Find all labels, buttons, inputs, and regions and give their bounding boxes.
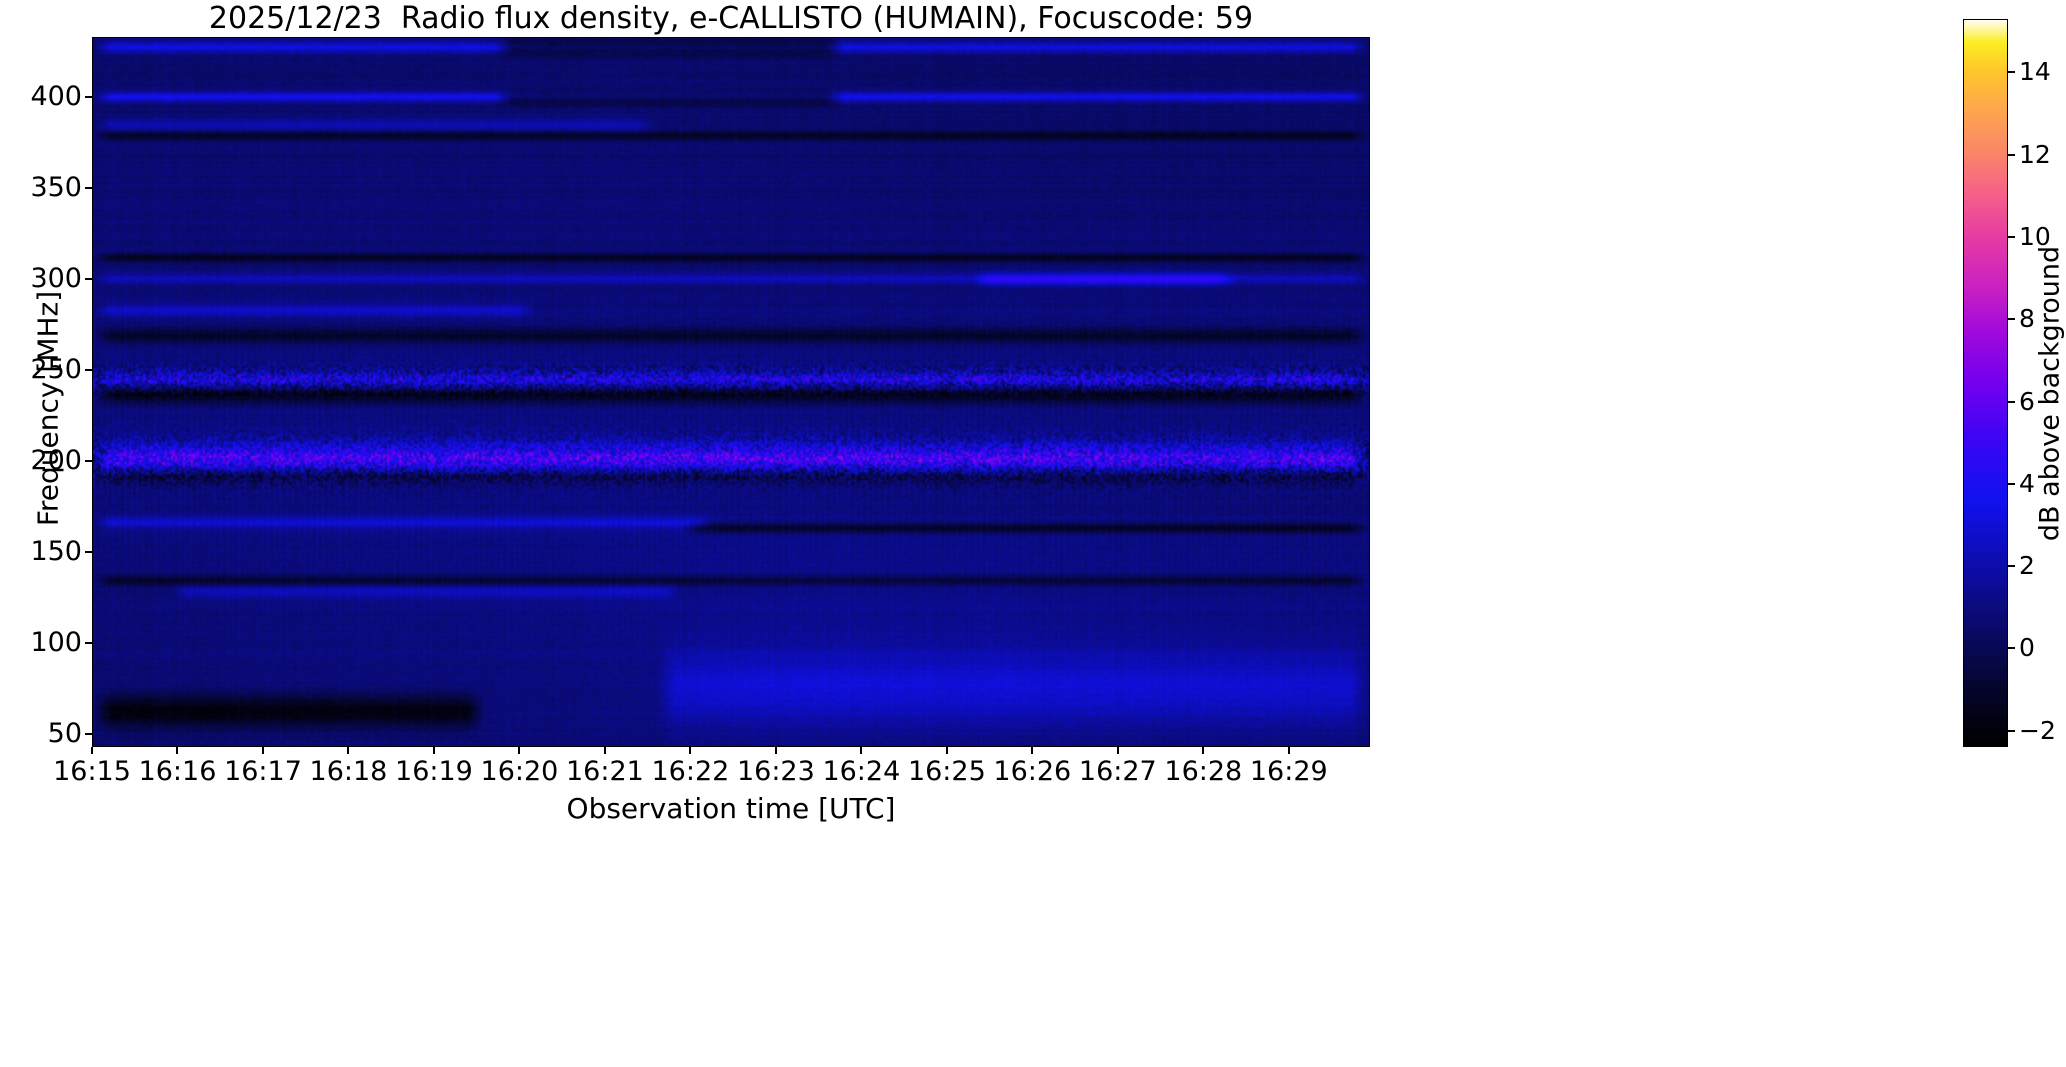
y-tick-mark <box>85 733 92 736</box>
x-tick-label: 16:16 <box>138 756 217 787</box>
colorbar-tick-mark <box>2008 318 2015 321</box>
y-tick-mark <box>85 187 92 190</box>
colorbar-tick-label: 4 <box>2019 468 2035 498</box>
x-tick-mark <box>432 747 435 754</box>
colorbar-tick-mark <box>2008 400 2015 403</box>
x-tick-label: 16:18 <box>309 756 388 787</box>
colorbar-tick-label: 6 <box>2019 386 2035 416</box>
y-tick-label: 200 <box>30 445 82 477</box>
colorbar-gradient <box>1964 20 2007 746</box>
colorbar-tick-mark <box>2008 235 2015 238</box>
x-tick-mark <box>774 747 777 754</box>
colorbar <box>1963 19 2008 747</box>
x-tick-mark <box>1287 747 1290 754</box>
y-tick-label: 150 <box>30 536 82 568</box>
x-tick-label: 16:25 <box>907 756 986 787</box>
page-title: 2025/12/23 Radio flux density, e-CALLIST… <box>208 1 1254 36</box>
x-tick-label: 16:24 <box>822 756 901 787</box>
x-tick-mark <box>176 747 179 754</box>
x-tick-label: 16:20 <box>480 756 559 787</box>
colorbar-tick-mark <box>2008 565 2015 568</box>
y-tick-label: 400 <box>30 81 82 113</box>
y-tick-label: 350 <box>30 172 82 204</box>
colorbar-tick-mark <box>2008 71 2015 74</box>
y-axis-label-wrap: Frequency [MHz] <box>8 0 65 780</box>
x-tick-label: 16:28 <box>1164 756 1243 787</box>
spectrogram-axes <box>92 37 1370 747</box>
colorbar-tick-mark <box>2008 729 2015 732</box>
x-tick-mark <box>1031 747 1034 754</box>
x-tick-mark <box>347 747 350 754</box>
x-tick-mark <box>91 747 93 754</box>
x-tick-label: 16:29 <box>1249 756 1328 787</box>
x-tick-mark <box>518 747 521 754</box>
y-tick-mark <box>85 460 92 463</box>
x-axis-label: Observation time [UTC] <box>566 792 896 825</box>
x-tick-label: 16:23 <box>736 756 815 787</box>
colorbar-tick-label: 12 <box>2019 139 2051 169</box>
x-tick-mark <box>689 747 692 754</box>
colorbar-tick-mark <box>2008 647 2015 650</box>
colorbar-tick-mark <box>2008 153 2015 156</box>
colorbar-tick-label: 0 <box>2019 633 2035 663</box>
y-tick-mark <box>85 278 92 281</box>
colorbar-label: dB above background <box>2034 245 2066 542</box>
y-tick-mark <box>85 551 92 554</box>
colorbar-tick-label: −2 <box>2019 715 2056 745</box>
x-tick-label: 16:19 <box>395 756 473 787</box>
x-tick-mark <box>860 747 863 754</box>
x-tick-mark <box>1202 747 1205 754</box>
colorbar-tick-label: 8 <box>2019 304 2035 334</box>
y-axis-label: Frequency [MHz] <box>31 290 65 527</box>
colorbar-tick-mark <box>2008 482 2015 485</box>
y-tick-mark <box>85 369 92 372</box>
x-tick-mark <box>261 747 264 754</box>
y-tick-label: 300 <box>30 263 82 295</box>
y-tick-label: 50 <box>47 718 82 750</box>
x-tick-label: 16:27 <box>1078 756 1157 787</box>
y-tick-label: 250 <box>30 354 82 386</box>
colorbar-tick-label: 2 <box>2019 551 2035 581</box>
x-tick-mark <box>603 747 606 754</box>
colorbar-label-wrap: dB above background <box>2034 120 2066 660</box>
x-tick-label: 16:17 <box>224 756 302 787</box>
y-tick-mark <box>85 96 92 99</box>
x-tick-label: 16:21 <box>566 756 644 787</box>
x-tick-label: 16:26 <box>993 756 1072 787</box>
y-tick-label: 100 <box>30 627 82 659</box>
x-tick-label: 16:22 <box>651 756 730 787</box>
spectrogram-heatmap <box>93 38 1369 746</box>
x-tick-mark <box>945 747 948 754</box>
colorbar-tick-label: 10 <box>2019 221 2051 251</box>
colorbar-tick-label: 14 <box>2019 57 2051 87</box>
x-tick-mark <box>1116 747 1119 754</box>
x-tick-label: 16:15 <box>53 756 131 787</box>
y-tick-mark <box>85 642 92 645</box>
